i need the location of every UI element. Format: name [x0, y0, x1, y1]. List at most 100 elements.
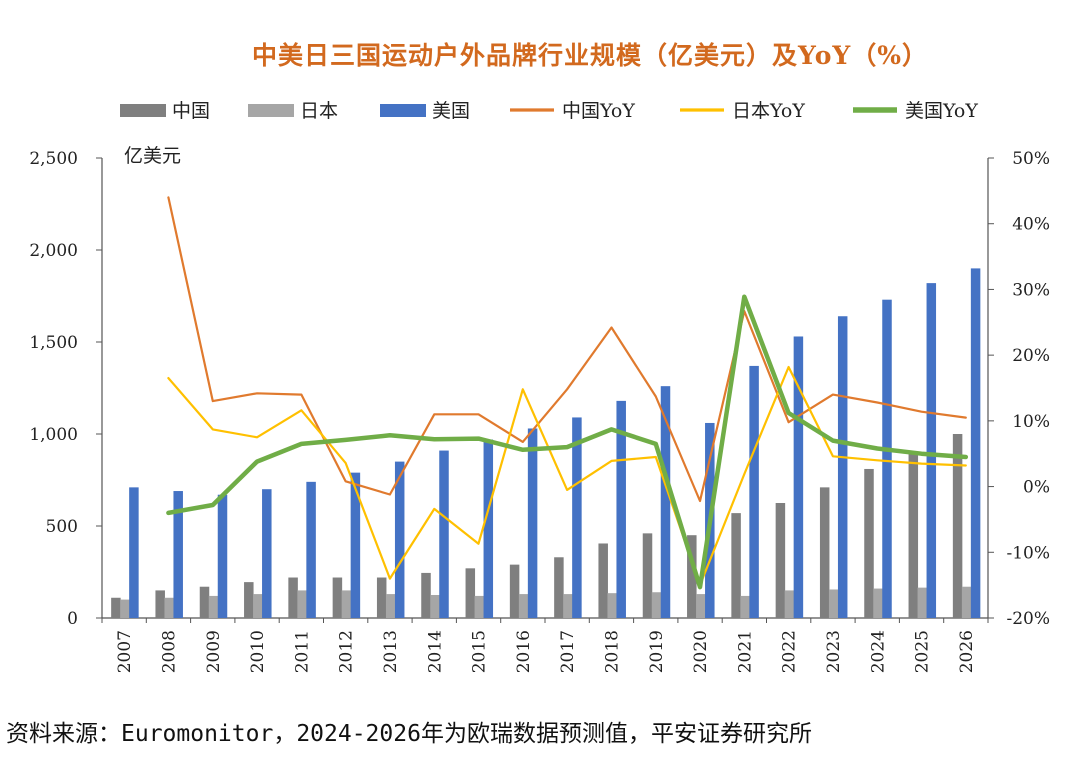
bar-日本 [607, 593, 617, 618]
x-tick-label: 2024 [868, 630, 888, 673]
legend: 中国 日本 美国 中国YoY 日本YoY 美国YoY [120, 100, 978, 122]
line-中国YoY [167, 196, 967, 503]
bar-中国 [332, 577, 343, 618]
bar-中国 [155, 590, 165, 618]
right-tick-label: 20% [1012, 346, 1050, 366]
line-日本YoY [167, 365, 967, 587]
lines [166, 196, 969, 590]
bar-美国 [882, 299, 892, 618]
legend-label-日本: 日本 [300, 100, 338, 122]
left-tick-label: 500 [46, 517, 78, 537]
legend-swatch-中国 [120, 104, 166, 117]
bar-美国 [970, 268, 981, 618]
x-tick-label: 2018 [602, 630, 622, 673]
bar-美国 [306, 481, 316, 618]
right-tick-label: -20% [1006, 609, 1050, 629]
bars [111, 268, 981, 618]
ticks: 0 500 1,000 1,500 2,000 2,500 -20% -10% 0% 10% 20%… [29, 145, 1050, 673]
right-tick-label: -10% [1006, 543, 1050, 563]
bar-美国 [217, 494, 228, 618]
left-tick-label: 0 [67, 609, 78, 629]
legend-label-日本YoY: 日本YoY [732, 100, 805, 122]
bar-日本 [253, 594, 263, 618]
legend-label-美国: 美国 [432, 100, 470, 122]
bar-美国 [483, 439, 494, 618]
bar-日本 [430, 595, 440, 618]
left-tick-label: 2,500 [29, 149, 78, 169]
bar-中国 [376, 577, 387, 618]
x-tick-label: 2007 [115, 630, 135, 673]
bar-日本 [385, 594, 396, 618]
bar-美国 [262, 489, 272, 618]
legend-label-美国YoY: 美国YoY [905, 100, 978, 122]
x-tick-label: 2010 [248, 630, 268, 673]
bar-美国 [660, 386, 671, 618]
x-tick-label: 2023 [824, 630, 844, 673]
chart-title: 中美日三国运动户外品牌行业规模（亿美元）及YoY（%） [252, 41, 928, 70]
bar-美国 [394, 461, 405, 618]
bar-中国 [952, 434, 963, 618]
bar-日本 [740, 595, 750, 618]
bar-中国 [421, 572, 431, 618]
bar-中国 [288, 577, 298, 618]
left-tick-label: 1,500 [29, 333, 78, 353]
x-tick-label: 2014 [425, 630, 445, 673]
legend-label-中国YoY: 中国YoY [562, 100, 635, 122]
x-tick-label: 2015 [470, 630, 490, 673]
right-tick-label: 30% [1012, 280, 1050, 300]
bar-中国 [642, 533, 653, 618]
y-unit-label: 亿美元 [124, 145, 181, 167]
bar-中国 [554, 557, 564, 618]
legend-swatch-日本 [248, 104, 294, 117]
x-tick-label: 2026 [957, 630, 977, 673]
x-tick-label: 2013 [381, 630, 401, 673]
left-tick-label: 1,000 [29, 425, 78, 445]
x-tick-label: 2025 [913, 630, 933, 673]
bar-美国 [173, 491, 183, 618]
x-tick-label: 2016 [514, 630, 534, 673]
x-tick-label: 2017 [558, 630, 578, 673]
line-美国YoY [166, 294, 969, 590]
bar-日本 [120, 599, 130, 618]
bar-中国 [908, 452, 919, 618]
bar-中国 [199, 586, 210, 618]
right-tick-label: 40% [1012, 215, 1050, 235]
right-tick-label: 0% [1023, 478, 1050, 498]
right-tick-label: 10% [1012, 412, 1050, 432]
bar-美国 [572, 417, 582, 618]
x-tick-label: 2020 [691, 630, 711, 673]
bar-美国 [527, 428, 538, 618]
left-tick-label: 2,000 [29, 241, 78, 261]
right-tick-label: 50% [1012, 149, 1050, 169]
bar-日本 [961, 586, 972, 618]
x-tick-label: 2008 [159, 630, 179, 673]
bar-日本 [474, 595, 485, 618]
bar-美国 [439, 450, 449, 618]
x-tick-label: 2012 [337, 630, 357, 673]
bar-日本 [696, 594, 706, 618]
legend-swatch-美国 [380, 104, 426, 117]
bar-中国 [509, 564, 520, 618]
bar-日本 [563, 594, 573, 618]
bar-美国 [749, 365, 759, 618]
x-tick-label: 2022 [780, 630, 800, 673]
bar-中国 [731, 513, 741, 618]
bar-美国 [793, 336, 804, 618]
bar-中国 [864, 468, 874, 618]
bar-日本 [518, 594, 529, 618]
bar-日本 [297, 590, 307, 618]
bar-中国 [465, 568, 476, 618]
bar-中国 [819, 487, 830, 618]
bar-日本 [828, 589, 839, 618]
bar-中国 [244, 582, 254, 618]
bar-美国 [129, 487, 139, 618]
bar-日本 [784, 590, 795, 618]
bar-美国 [926, 283, 937, 618]
bar-美国 [837, 316, 848, 618]
bar-日本 [917, 587, 928, 618]
bar-美国 [616, 400, 626, 618]
bar-中国 [111, 597, 121, 618]
bar-日本 [873, 588, 883, 618]
legend-label-中国: 中国 [172, 100, 210, 122]
